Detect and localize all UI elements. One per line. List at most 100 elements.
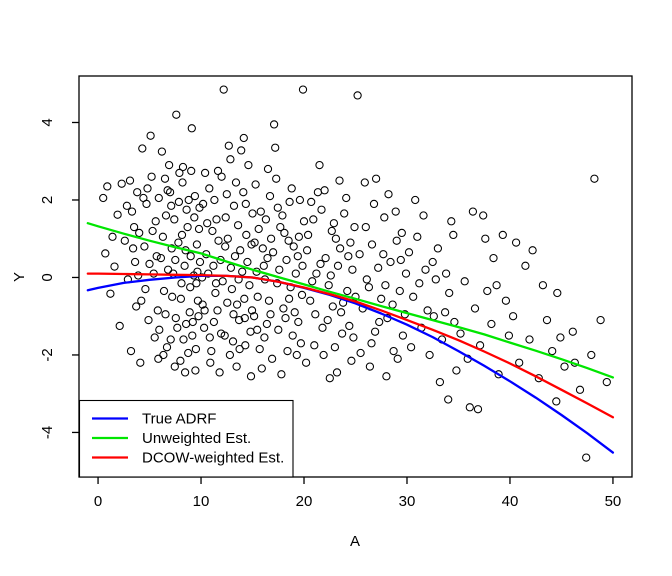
data-point (349, 333, 358, 342)
data-point (487, 319, 496, 329)
data-point (246, 372, 256, 381)
y-tick-label: -4 (39, 426, 56, 439)
data-point (542, 315, 552, 325)
data-point (303, 230, 313, 240)
data-point (596, 315, 605, 325)
data-point (404, 248, 414, 257)
data-point (178, 178, 187, 187)
data-point (209, 317, 219, 327)
data-point (133, 188, 142, 197)
data-point (287, 184, 296, 193)
data-point (288, 331, 297, 340)
data-point (587, 350, 596, 360)
data-point (479, 211, 488, 220)
data-point (345, 321, 354, 331)
data-point (411, 195, 420, 205)
data-point (548, 346, 557, 356)
data-point (225, 350, 235, 360)
data-point (170, 362, 179, 371)
data-point (182, 205, 191, 214)
data-point (245, 281, 254, 290)
data-point (449, 230, 458, 240)
data-point (289, 242, 298, 251)
data-point (271, 143, 280, 152)
data-point (415, 279, 424, 288)
data-point (101, 249, 110, 258)
data-point (321, 253, 330, 263)
data-point (242, 230, 251, 240)
data-point (268, 248, 278, 257)
data-point (431, 275, 440, 284)
data-point (370, 327, 380, 336)
data-point (582, 453, 591, 462)
data-point (125, 176, 135, 185)
data-point (384, 190, 393, 199)
data-point (153, 306, 162, 315)
data-point (328, 302, 337, 311)
data-point (498, 230, 507, 240)
data-point (188, 331, 197, 340)
y-tick-label: 2 (39, 196, 56, 204)
data-point (185, 308, 194, 317)
data-point (465, 403, 474, 412)
data-point (306, 296, 315, 305)
data-point (117, 179, 126, 188)
data-point (193, 296, 203, 305)
data-point (361, 222, 370, 232)
data-point (150, 333, 159, 342)
data-point (206, 358, 215, 367)
data-point (167, 201, 176, 210)
data-point (419, 211, 428, 220)
data-point (263, 164, 273, 174)
data-point (258, 244, 267, 253)
data-point (302, 246, 312, 255)
data-point (241, 199, 250, 209)
data-point (348, 265, 357, 274)
data-point (367, 339, 376, 348)
data-point (374, 263, 383, 272)
data-point (257, 364, 266, 373)
data-point (231, 178, 241, 187)
data-point (253, 292, 262, 301)
data-point (590, 174, 599, 183)
data-point (423, 306, 432, 315)
data-point (175, 168, 184, 178)
data-point (205, 184, 214, 193)
data-point (396, 255, 405, 265)
data-point (445, 288, 454, 298)
x-axis-label: A (350, 533, 360, 550)
data-point (504, 331, 514, 340)
data-point (234, 315, 244, 325)
data-point (538, 281, 548, 290)
data-point (163, 186, 172, 195)
data-point (247, 306, 257, 315)
data-point (217, 172, 226, 181)
y-tick-label: 0 (39, 273, 56, 281)
data-point (216, 329, 226, 338)
data-point (261, 215, 271, 224)
data-point (249, 312, 259, 321)
data-point (183, 222, 192, 232)
data-point (552, 397, 561, 406)
data-point (163, 265, 173, 274)
data-point (364, 283, 374, 292)
data-point (162, 343, 172, 352)
data-point (272, 174, 281, 183)
data-point (223, 234, 232, 243)
data-point (521, 261, 530, 270)
data-point (221, 213, 230, 222)
x-axis-ticks: 0 10 20 30 40 50 (94, 477, 621, 510)
data-point (421, 265, 430, 274)
data-point (190, 191, 200, 201)
data-point (155, 325, 164, 334)
data-point (369, 199, 379, 209)
data-point (326, 271, 335, 280)
data-point (140, 242, 149, 251)
data-point (228, 337, 238, 346)
data-point (204, 269, 213, 278)
data-point (262, 319, 272, 329)
data-point (250, 238, 259, 247)
x-tick-label: 10 (193, 493, 210, 510)
data-point (260, 333, 269, 342)
